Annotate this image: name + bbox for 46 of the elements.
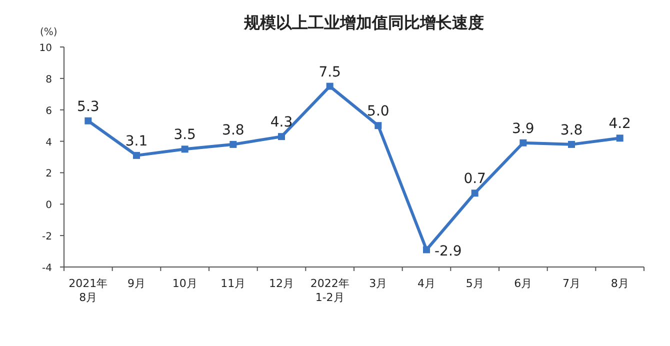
point [568, 140, 575, 148]
y-tick-label: 0 [46, 200, 52, 212]
data-label: 3.5 [174, 127, 196, 144]
y-tick-label: 8 [46, 74, 52, 86]
x-tick-label: 11月 [220, 277, 246, 290]
data-label: -2.9 [434, 244, 462, 260]
data-label: 3.8 [222, 122, 244, 138]
data-label: 5.0 [367, 104, 390, 120]
x-tick-label: 3月 [369, 277, 388, 290]
y-tick-label: 10 [39, 43, 52, 54]
y-tick-label: -2 [42, 232, 52, 243]
x-tick-label: 4月 [418, 277, 436, 290]
y-axis-title: (%) [40, 27, 58, 38]
point [616, 134, 624, 142]
x-tick-label: 7月 [562, 277, 580, 290]
point [520, 139, 527, 146]
data-label: 3.8 [560, 122, 583, 138]
data-label: 7.5 [318, 64, 341, 80]
point [326, 82, 334, 90]
point [471, 190, 478, 197]
data-label: 3.1 [125, 133, 148, 150]
point [133, 152, 140, 159]
data-label: 0.7 [464, 171, 486, 188]
point [84, 117, 92, 124]
point [423, 246, 430, 254]
x-tick-label: 2021年 8月 [68, 277, 108, 304]
x-tick-label: 2022年 1-2月 [310, 277, 350, 304]
y-tick-label: -4 [42, 263, 52, 274]
y-tick-label: 6 [46, 106, 52, 117]
x-tick-label: 10月 [172, 277, 198, 290]
data-label: 4.2 [608, 116, 631, 132]
x-tick-label: 6月 [514, 277, 532, 290]
data-label: 3.9 [512, 120, 534, 137]
x-tick-label: 12月 [269, 277, 294, 290]
point [278, 133, 285, 140]
data-label: 5.3 [77, 98, 100, 115]
point [230, 140, 237, 148]
x-tick-label: 9月 [128, 277, 146, 290]
data-label: 4.3 [270, 114, 293, 131]
y-tick-label: 2 [46, 168, 52, 180]
x-tick-label: 5月 [466, 277, 484, 290]
point [374, 122, 382, 130]
y-tick-label: 4 [46, 137, 52, 148]
point [181, 146, 188, 153]
x-tick-label: 8月 [610, 277, 629, 290]
chart-title: 规模以上工业增加值同比增长速度 [243, 13, 484, 32]
